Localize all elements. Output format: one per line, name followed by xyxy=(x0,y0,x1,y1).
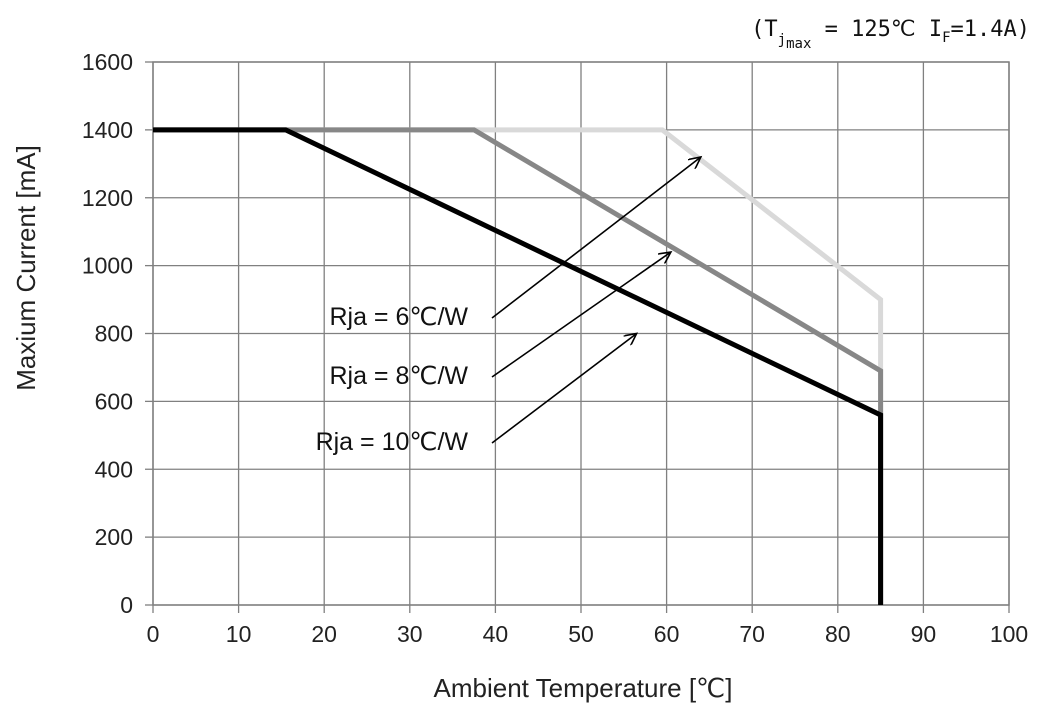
plot-frame xyxy=(152,61,1010,606)
annotation-arrow xyxy=(491,157,701,319)
x-tick-label: 70 xyxy=(739,621,765,647)
x-tick-label: 30 xyxy=(397,621,423,647)
x-tick-label: 40 xyxy=(483,621,509,647)
annotation-label: Rja = 10℃/W xyxy=(316,428,469,456)
y-tick-label: 200 xyxy=(95,524,133,550)
y-tick-label: 400 xyxy=(95,456,133,482)
annotations: Rja = 6℃/W Rja = 8℃/W Rja = 10℃/W xyxy=(316,157,701,456)
condition-label: (Tjmax = 125℃ IF=1.4A) xyxy=(751,17,1030,52)
x-tick-label: 10 xyxy=(226,621,252,647)
x-axis-title: Ambient Temperature [℃] xyxy=(434,673,733,703)
annotation-arrow xyxy=(491,252,671,378)
x-tick-label: 60 xyxy=(654,621,680,647)
series-line-3 xyxy=(153,127,884,605)
x-tick-label: 80 xyxy=(825,621,851,647)
series-line-2 xyxy=(153,127,884,605)
x-tick-label: 50 xyxy=(568,621,594,647)
y-tick-labels: 0 200 400 600 800 1000 1200 1400 1600 xyxy=(82,49,133,618)
y-axis-title: Maxium Current [mA] xyxy=(11,145,41,391)
annotation-label: Rja = 8℃/W xyxy=(329,362,468,390)
y-tick-label: 0 xyxy=(120,592,133,618)
y-tick-label: 1400 xyxy=(82,117,133,143)
x-tick-label: 0 xyxy=(147,621,160,647)
y-tick-label: 1200 xyxy=(82,185,133,211)
x-tick-label: 20 xyxy=(311,621,337,647)
series-lines xyxy=(153,127,884,605)
y-tick-label: 600 xyxy=(95,388,133,414)
x-tick-label: 100 xyxy=(990,621,1028,647)
annotation-arrow xyxy=(491,334,637,444)
y-tick-label: 1600 xyxy=(82,49,133,75)
x-tick-labels: 0 10 20 30 40 50 60 70 80 90 100 xyxy=(147,621,1029,647)
x-tick-label: 90 xyxy=(911,621,937,647)
annotation-label: Rja = 6℃/W xyxy=(329,303,468,331)
series-line-1 xyxy=(153,127,884,605)
y-tick-label: 1000 xyxy=(82,253,133,279)
y-tick-label: 800 xyxy=(95,321,133,347)
